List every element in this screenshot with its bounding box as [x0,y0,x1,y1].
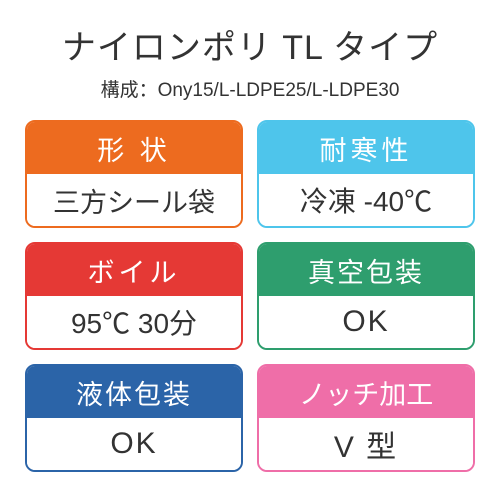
spec-card-header: 真空包装 [259,244,473,296]
spec-card: 液体包装 OK [25,364,243,472]
spec-grid: 形 状 三方シール袋 耐寒性 冷凍 -40℃ ボイル 95℃ 30分 真空包装 … [25,120,475,472]
spec-card-value: V 型 [259,418,473,470]
spec-card-value: OK [259,296,473,348]
spec-card-header: ボイル [27,244,241,296]
spec-card-header: 形 状 [27,122,241,174]
spec-card: 耐寒性 冷凍 -40℃ [257,120,475,228]
spec-card-header: 耐寒性 [259,122,473,174]
spec-card-value: 95℃ 30分 [27,296,241,348]
spec-card-header: 液体包装 [27,366,241,418]
spec-card: 真空包装 OK [257,242,475,350]
spec-card-value: 冷凍 -40℃ [259,174,473,226]
spec-card-value: 三方シール袋 [27,174,241,226]
spec-card: ボイル 95℃ 30分 [25,242,243,350]
spec-card: ノッチ加工 V 型 [257,364,475,472]
spec-card: 形 状 三方シール袋 [25,120,243,228]
page-title: ナイロンポリ TL タイプ [62,20,438,69]
composition-line: 構成：Ony15/L-LDPE25/L-LDPE30 [101,75,400,102]
spec-card-header: ノッチ加工 [259,366,473,418]
spec-card-value: OK [27,418,241,470]
